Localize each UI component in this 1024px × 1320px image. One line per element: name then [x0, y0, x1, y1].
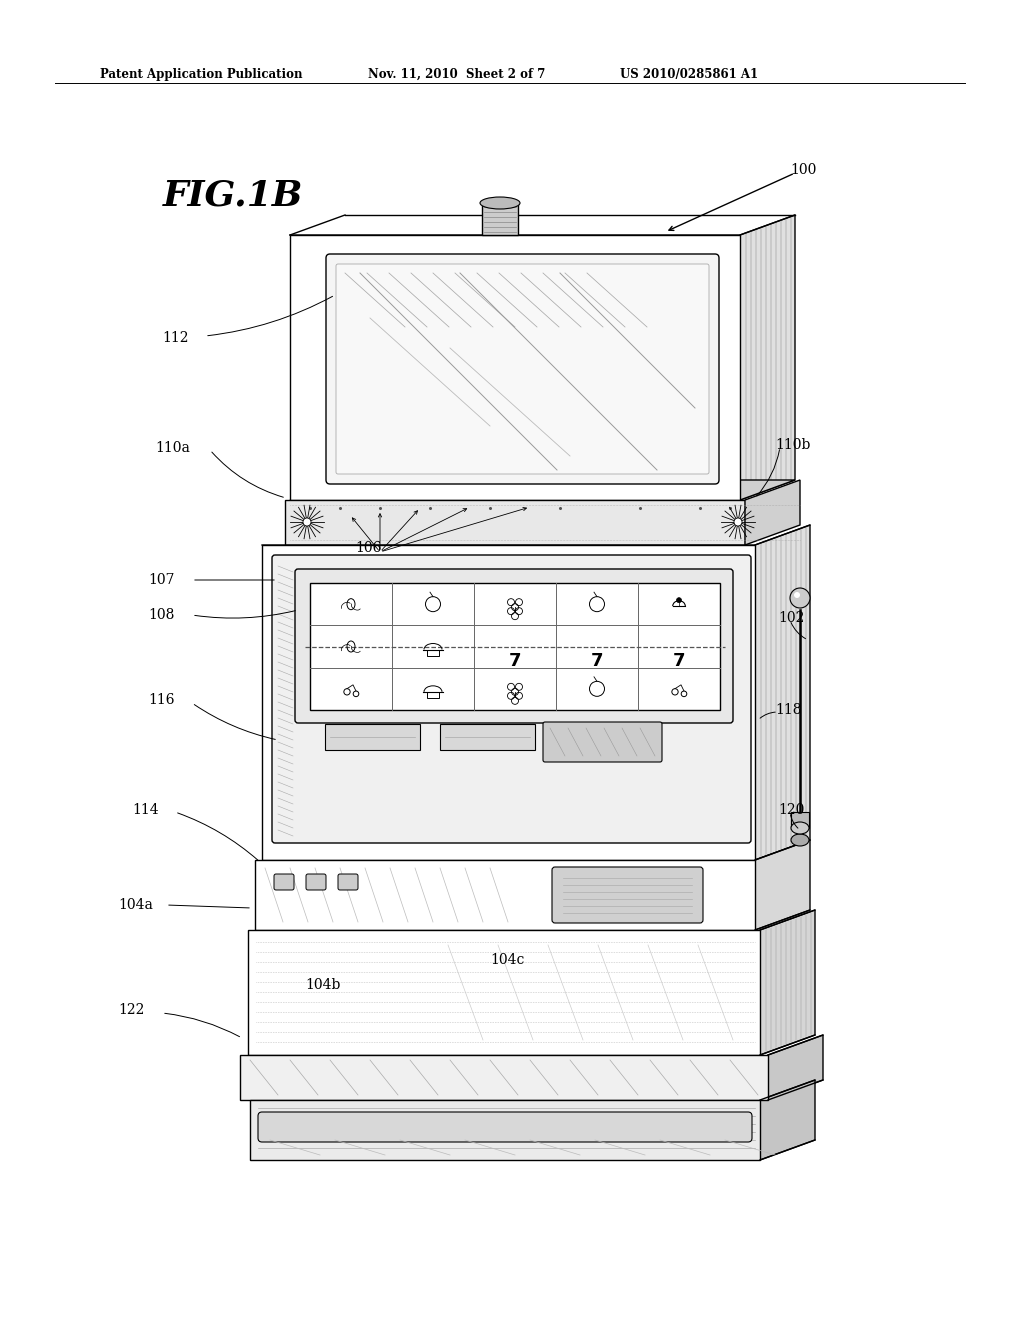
- Circle shape: [790, 587, 810, 609]
- Polygon shape: [240, 1055, 768, 1100]
- Text: 118: 118: [775, 704, 802, 717]
- Text: 106: 106: [355, 541, 381, 554]
- Polygon shape: [768, 1035, 823, 1100]
- Bar: [310, 583, 720, 710]
- FancyBboxPatch shape: [552, 867, 703, 923]
- FancyBboxPatch shape: [274, 874, 294, 890]
- FancyBboxPatch shape: [543, 722, 662, 762]
- Polygon shape: [248, 931, 760, 1055]
- Text: 7: 7: [673, 652, 685, 671]
- Polygon shape: [755, 840, 810, 931]
- Text: Nov. 11, 2010  Sheet 2 of 7: Nov. 11, 2010 Sheet 2 of 7: [368, 69, 546, 81]
- Text: 102: 102: [778, 611, 805, 624]
- Text: 104c: 104c: [490, 953, 524, 968]
- Polygon shape: [755, 525, 810, 861]
- Text: 7: 7: [509, 652, 521, 671]
- Bar: [440, 723, 535, 750]
- Text: Patent Application Publication: Patent Application Publication: [100, 69, 302, 81]
- Polygon shape: [760, 1080, 815, 1160]
- Circle shape: [677, 598, 682, 603]
- Text: 104b: 104b: [305, 978, 340, 993]
- Text: 116: 116: [148, 693, 174, 708]
- Bar: [791, 812, 809, 828]
- Bar: [427, 692, 439, 698]
- Text: FIG.1B: FIG.1B: [163, 178, 303, 213]
- Polygon shape: [290, 235, 740, 500]
- Circle shape: [794, 591, 800, 598]
- Text: 108: 108: [148, 609, 174, 622]
- FancyBboxPatch shape: [326, 253, 719, 484]
- Text: 114: 114: [132, 803, 159, 817]
- Text: 7: 7: [591, 652, 603, 671]
- Polygon shape: [255, 861, 755, 931]
- Text: 122: 122: [118, 1003, 144, 1016]
- Text: 120: 120: [778, 803, 805, 817]
- Text: 107: 107: [148, 573, 174, 587]
- FancyBboxPatch shape: [258, 1111, 752, 1142]
- Ellipse shape: [480, 197, 520, 209]
- Ellipse shape: [791, 822, 809, 834]
- Text: 104a: 104a: [118, 898, 153, 912]
- Bar: [325, 723, 420, 750]
- Circle shape: [303, 517, 311, 525]
- Text: 110b: 110b: [775, 438, 810, 451]
- Text: US 2010/0285861 A1: US 2010/0285861 A1: [620, 69, 758, 81]
- Polygon shape: [262, 545, 755, 861]
- Polygon shape: [740, 215, 795, 500]
- Polygon shape: [250, 1100, 760, 1160]
- Text: 110a: 110a: [155, 441, 189, 455]
- Text: 100: 100: [790, 162, 816, 177]
- FancyBboxPatch shape: [338, 874, 358, 890]
- Bar: [482, 203, 518, 235]
- Ellipse shape: [791, 834, 809, 846]
- Polygon shape: [760, 909, 815, 1055]
- Bar: [285, 500, 745, 545]
- Polygon shape: [745, 480, 800, 545]
- Bar: [427, 649, 439, 656]
- Text: 112: 112: [162, 331, 188, 345]
- FancyBboxPatch shape: [306, 874, 326, 890]
- Circle shape: [734, 517, 742, 525]
- FancyBboxPatch shape: [272, 554, 751, 843]
- FancyBboxPatch shape: [336, 264, 709, 474]
- FancyBboxPatch shape: [295, 569, 733, 723]
- Polygon shape: [290, 480, 795, 500]
